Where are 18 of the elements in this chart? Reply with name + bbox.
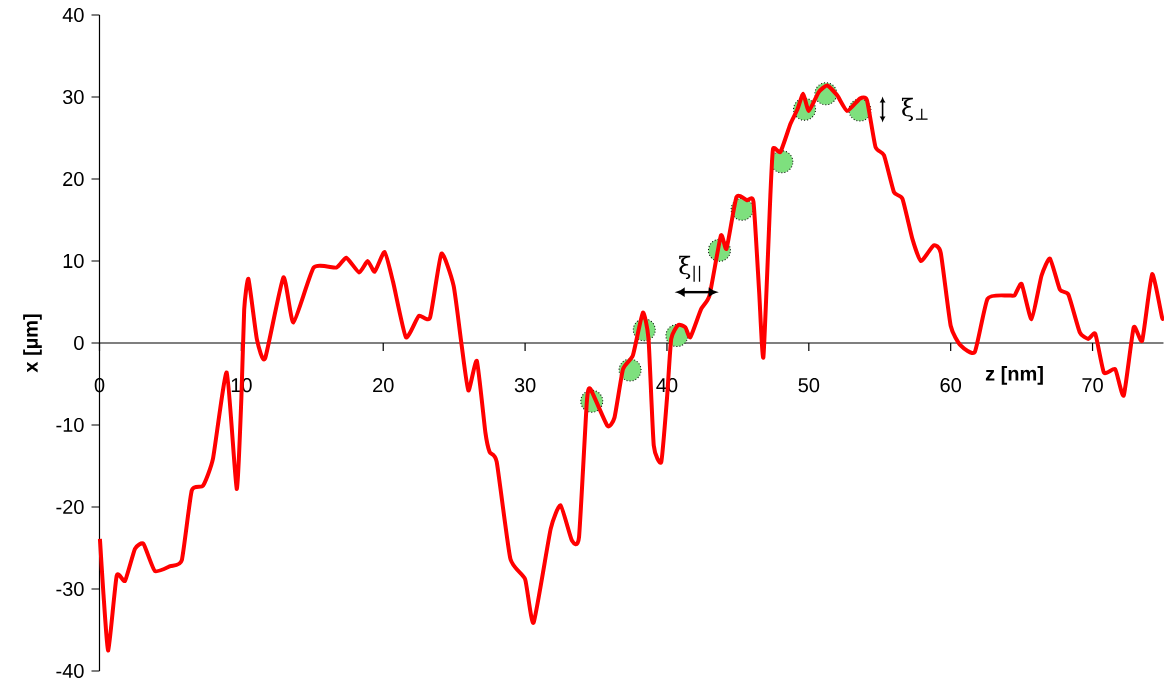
y-tick-label: -40 [56, 663, 84, 679]
x-tick-label: 30 [514, 378, 536, 393]
x-tick-label: 50 [798, 378, 820, 393]
x-axis-title: z [nm] [985, 366, 1043, 385]
annotation: ξ$_{||}$ [679, 255, 701, 282]
annotation: ξ$_{⊥}$ [901, 97, 928, 122]
x-tick-label: 70 [1082, 378, 1103, 393]
y-tick-label: 30 [62, 89, 84, 105]
x-tick-label: 20 [373, 378, 394, 393]
y-tick-label: 20 [63, 171, 84, 187]
y-tick-label: -20 [56, 499, 84, 515]
y-tick-label: -10 [56, 417, 84, 433]
y-tick-label: 10 [63, 253, 84, 269]
y-tick-label: 0 [74, 335, 84, 351]
x-tick-label: 60 [940, 378, 962, 393]
y-tick-label: -30 [56, 581, 84, 597]
y-axis-title: x [µm] [23, 314, 42, 373]
y-tick-label: 40 [62, 7, 84, 23]
